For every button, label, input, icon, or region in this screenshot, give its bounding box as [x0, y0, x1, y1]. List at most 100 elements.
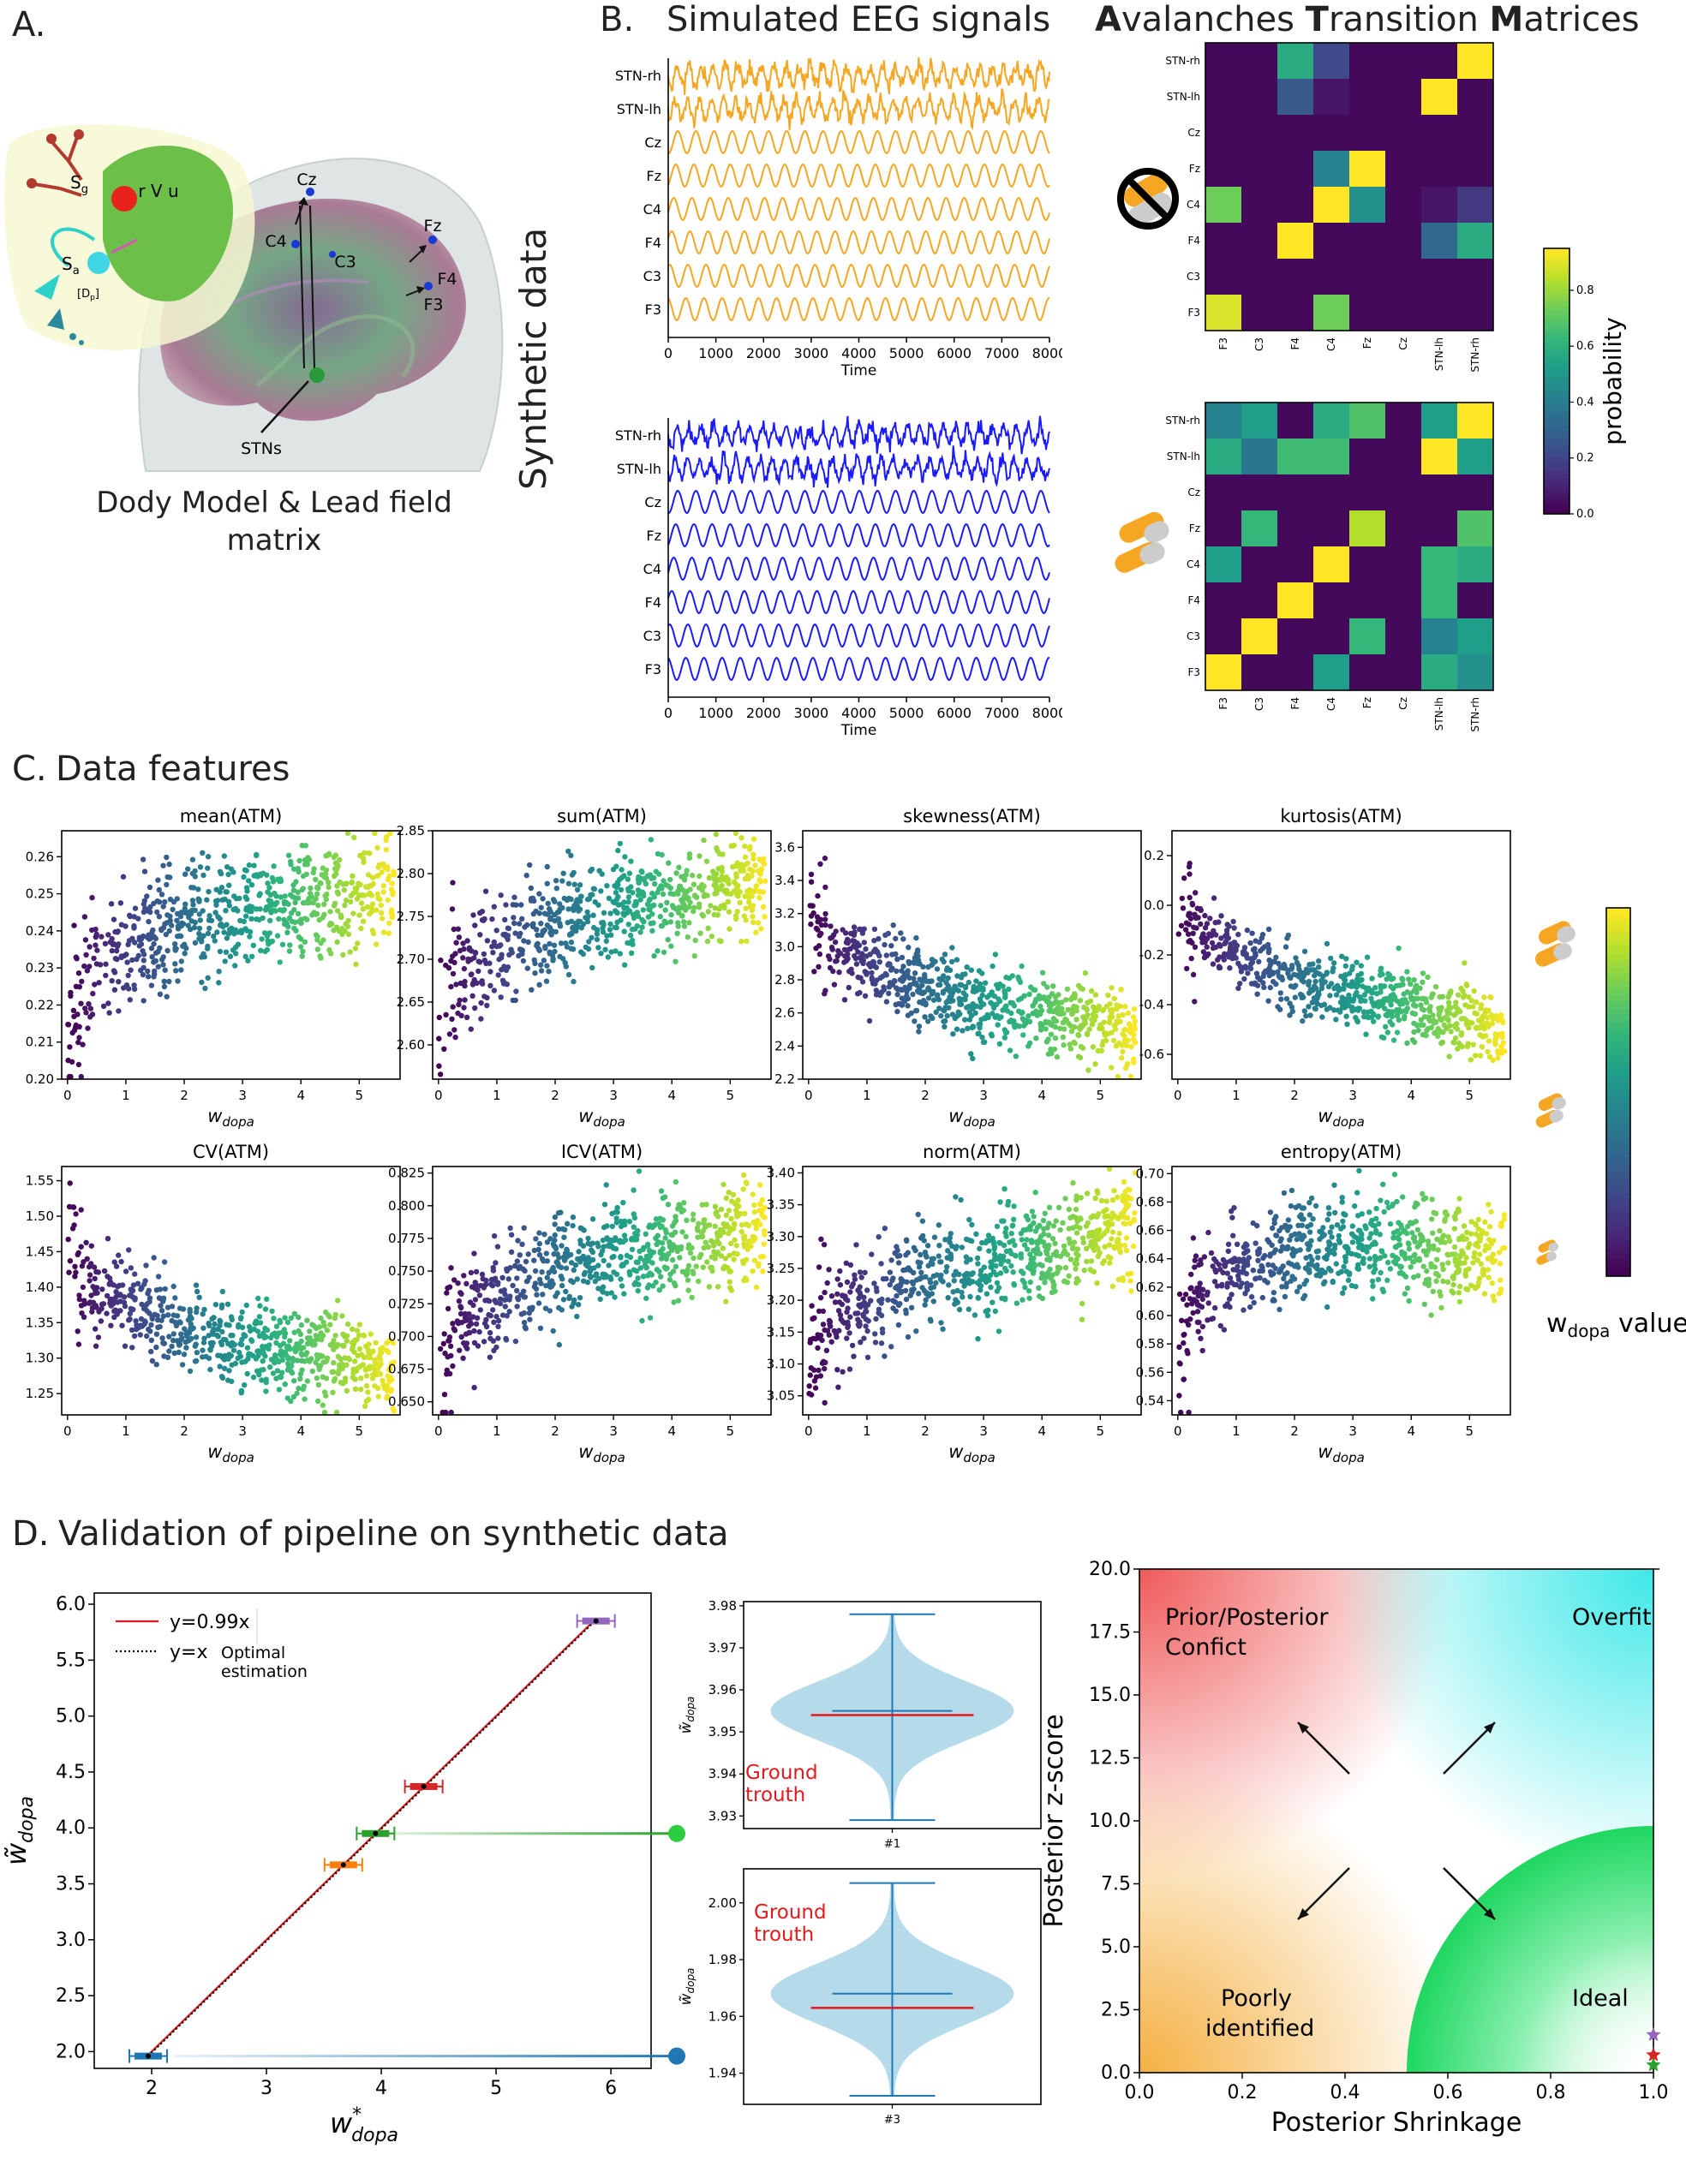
- feature-point: [531, 1257, 537, 1263]
- feature-point: [315, 902, 321, 909]
- feature-point: [453, 940, 459, 946]
- feature-point: [244, 1345, 251, 1351]
- feature-point: [1458, 1016, 1465, 1022]
- feature-point: [852, 938, 858, 945]
- feature-point: [635, 876, 642, 883]
- feature-point: [720, 1245, 726, 1251]
- region-label: r V u: [138, 181, 178, 201]
- feature-point: [673, 1179, 679, 1185]
- feature-point: [956, 1306, 963, 1313]
- feature-point: [126, 1247, 132, 1253]
- feature-point: [111, 1314, 117, 1321]
- feature-point: [1033, 1035, 1039, 1041]
- feature-point: [559, 1307, 565, 1313]
- feature-point: [1109, 1014, 1115, 1020]
- atm-cell: [1349, 151, 1386, 188]
- feature-point: [207, 1366, 213, 1373]
- feature-point: [182, 942, 188, 949]
- feature-point: [600, 1271, 606, 1277]
- feature-point: [540, 1292, 546, 1298]
- feature-point: [1394, 1029, 1401, 1035]
- feature-point: [629, 937, 636, 944]
- dopamine-off-icon: [1117, 168, 1179, 230]
- feature-point: [811, 969, 817, 975]
- atm-cell: [1241, 151, 1278, 188]
- feature-point: [320, 1319, 326, 1326]
- feature-point: [863, 946, 869, 952]
- atm-cell: [1313, 43, 1350, 80]
- feature-point: [135, 1280, 141, 1286]
- feature-point: [478, 1016, 484, 1022]
- feature-point: [217, 1364, 223, 1369]
- feature-point: [532, 1280, 539, 1286]
- feature-point: [263, 1334, 269, 1340]
- feature-point: [81, 963, 87, 970]
- feature-point: [115, 1284, 121, 1290]
- atm-cell: [1241, 510, 1278, 547]
- feature-point: [277, 907, 284, 913]
- feature-point: [968, 1012, 975, 1019]
- atm-cell: [1313, 474, 1350, 511]
- feature-point: [581, 1271, 588, 1278]
- feature-point: [962, 996, 968, 1003]
- feature-point: [806, 1390, 812, 1397]
- feature-point: [166, 1348, 172, 1354]
- feature-point: [548, 1283, 555, 1290]
- feature-point: [1052, 1240, 1058, 1246]
- feature-point: [456, 1001, 462, 1008]
- feature-point: [254, 852, 260, 858]
- feature-point: [503, 1335, 509, 1342]
- feature-point: [153, 1331, 160, 1337]
- feature-point: [1192, 999, 1198, 1005]
- feature-point: [174, 896, 180, 902]
- feature-point: [1011, 1216, 1017, 1222]
- atm-cell: [1457, 43, 1494, 80]
- feature-point: [940, 990, 947, 996]
- feature-point: [447, 1343, 454, 1349]
- feature-point: [1495, 1049, 1501, 1056]
- feature-point: [471, 1384, 477, 1391]
- feature-point: [849, 970, 855, 976]
- eeg-xtick: 7000: [984, 705, 1019, 721]
- feature-point: [660, 1217, 667, 1223]
- feature-point: [185, 866, 191, 872]
- feature-point: [864, 1309, 870, 1315]
- feature-point: [1473, 1025, 1480, 1031]
- feature-point: [466, 1323, 472, 1329]
- feature-point: [989, 1299, 995, 1305]
- feature-point: [91, 955, 97, 962]
- feature-point: [1082, 970, 1089, 976]
- feature-point: [1031, 1214, 1037, 1220]
- feature-point: [635, 892, 642, 898]
- feature-point: [1383, 1023, 1389, 1029]
- feature-point: [350, 1366, 356, 1372]
- feature-point: [925, 1018, 931, 1024]
- feature-point: [228, 1343, 234, 1349]
- feature-point: [1447, 1011, 1453, 1017]
- atm-cell: [1385, 654, 1422, 691]
- feature-point: [728, 843, 734, 849]
- feature-point: [1114, 1006, 1120, 1012]
- feature-point: [326, 946, 332, 953]
- atm-cell: [1205, 403, 1242, 439]
- feature-point: [87, 1272, 93, 1278]
- feature-point: [321, 911, 327, 917]
- feature-point: [1100, 1038, 1106, 1045]
- feature-point: [350, 1375, 356, 1381]
- feature-point: [751, 1208, 757, 1215]
- feature-point: [514, 1287, 520, 1294]
- feature-point: [643, 1231, 649, 1237]
- feature-point: [137, 1332, 143, 1338]
- feature-point: [84, 968, 91, 974]
- panel-a-caption-line1: Dody Model & Lead field: [96, 486, 452, 520]
- feature-point: [943, 980, 949, 986]
- feature-point: [441, 1331, 447, 1337]
- feature-point: [552, 948, 558, 955]
- feature-point: [173, 946, 179, 952]
- feature-point: [760, 1254, 767, 1260]
- feature-point: [1345, 1000, 1352, 1006]
- feature-xtick: 1: [493, 1088, 501, 1103]
- feature-point: [491, 904, 497, 910]
- feature-point: [129, 1345, 135, 1351]
- feature-point: [66, 1269, 72, 1275]
